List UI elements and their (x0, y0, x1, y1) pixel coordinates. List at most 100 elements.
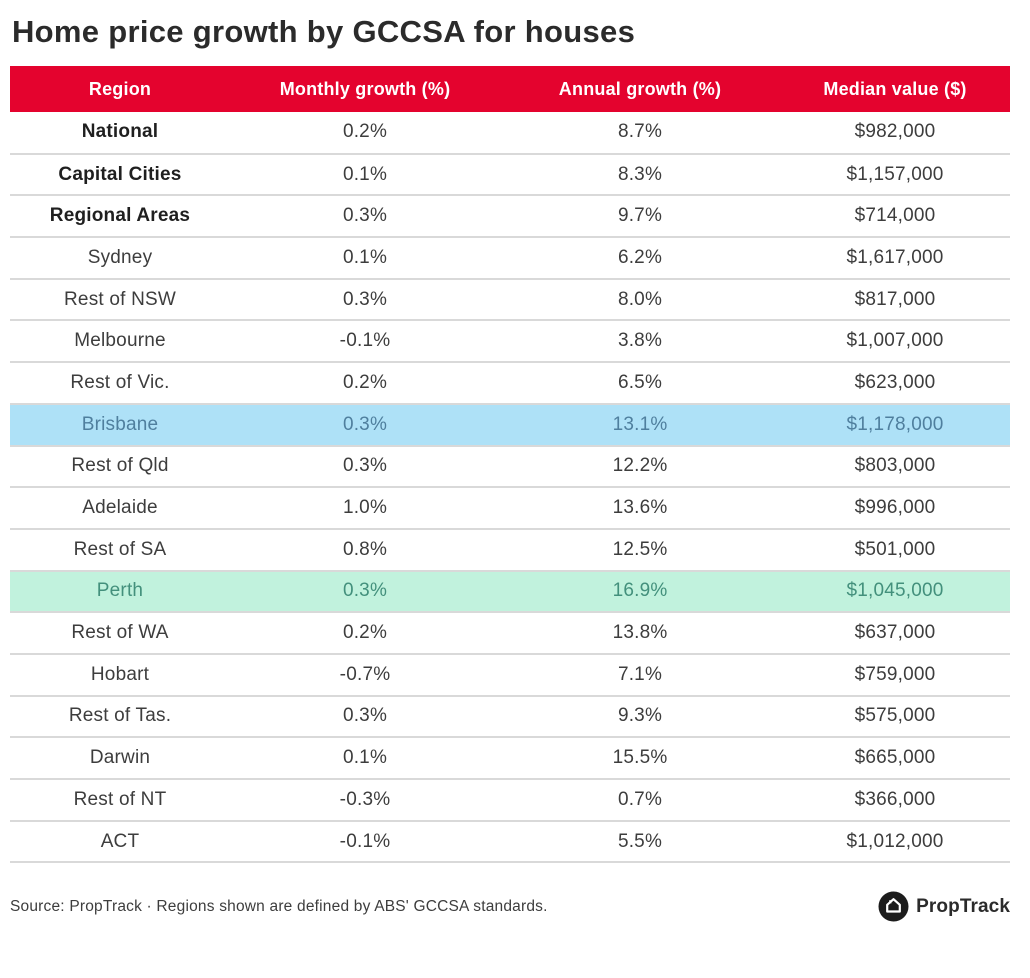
cell-region: Perth (10, 570, 230, 614)
cell-median: $623,000 (780, 362, 1010, 405)
cell-median: $996,000 (780, 487, 1010, 530)
cell-median: $803,000 (780, 445, 1010, 489)
cell-region: Melbourne (10, 320, 230, 364)
proptrack-logo: PropTrack (878, 891, 1010, 922)
house-icon (878, 891, 909, 922)
cell-region: Rest of NT (10, 779, 230, 822)
cell-annual: 16.9% (500, 570, 780, 614)
table-row-regional-areas: Regional Areas 0.3% 9.7% $714,000 (10, 195, 1010, 239)
cell-median: $1,012,000 (780, 820, 1010, 864)
cell-median: $1,178,000 (780, 403, 1010, 447)
cell-median: $982,000 (780, 112, 1010, 155)
cell-annual: 13.8% (500, 612, 780, 655)
table-row-rest-of-vic: Rest of Vic. 0.2% 6.5% $623,000 (10, 362, 1010, 405)
table-row-hobart: Hobart -0.7% 7.1% $759,000 (10, 653, 1010, 697)
cell-annual: 7.1% (500, 653, 780, 697)
cell-region: Adelaide (10, 487, 230, 530)
table-row-adelaide: Adelaide 1.0% 13.6% $996,000 (10, 487, 1010, 530)
cell-median: $665,000 (780, 737, 1010, 780)
cell-annual: 12.2% (500, 445, 780, 489)
cell-monthly: -0.1% (230, 320, 500, 364)
cell-annual: 8.0% (500, 278, 780, 322)
cell-region: Rest of WA (10, 612, 230, 655)
source-note: Source: PropTrack · Regions shown are de… (10, 897, 548, 915)
cell-monthly: 0.2% (230, 362, 500, 405)
cell-annual: 8.7% (500, 112, 780, 155)
cell-annual: 12.5% (500, 528, 780, 572)
page-title: Home price growth by GCCSA for houses (12, 14, 636, 49)
cell-annual: 5.5% (500, 820, 780, 864)
cell-annual: 8.3% (500, 153, 780, 197)
table-row-capital-cities: Capital Cities 0.1% 8.3% $1,157,000 (10, 153, 1010, 197)
cell-region: Rest of Vic. (10, 362, 230, 405)
cell-monthly: 0.1% (230, 237, 500, 280)
cell-region: Rest of Tas. (10, 695, 230, 739)
cell-monthly: 0.2% (230, 112, 500, 155)
table-row-national: National 0.2% 8.7% $982,000 (10, 112, 1010, 155)
cell-region: Regional Areas (10, 195, 230, 239)
table-row-rest-of-wa: Rest of WA 0.2% 13.8% $637,000 (10, 612, 1010, 655)
cell-monthly: 0.2% (230, 612, 500, 655)
table-row-rest-of-sa: Rest of SA 0.8% 12.5% $501,000 (10, 528, 1010, 572)
col-header-median: Median value ($) (780, 66, 1010, 112)
cell-monthly: 0.3% (230, 195, 500, 239)
col-header-monthly: Monthly growth (%) (230, 66, 500, 112)
table-row-melbourne: Melbourne -0.1% 3.8% $1,007,000 (10, 320, 1010, 364)
cell-annual: 9.7% (500, 195, 780, 239)
cell-region: National (10, 112, 230, 155)
cell-median: $759,000 (780, 653, 1010, 697)
cell-region: ACT (10, 820, 230, 864)
table-row-perth: Perth 0.3% 16.9% $1,045,000 (10, 570, 1010, 614)
table-body: National 0.2% 8.7% $982,000 Capital Cities 0.… (10, 112, 1010, 864)
cell-annual: 6.5% (500, 362, 780, 405)
footer: Source: PropTrack · Regions shown are de… (10, 891, 1010, 922)
cell-region: Rest of SA (10, 528, 230, 572)
cell-monthly: 0.3% (230, 445, 500, 489)
cell-region: Capital Cities (10, 153, 230, 197)
cell-region: Rest of Qld (10, 445, 230, 489)
proptrack-logo-text: PropTrack (916, 895, 1010, 917)
cell-monthly: 0.1% (230, 737, 500, 780)
cell-monthly: 0.1% (230, 153, 500, 197)
cell-median: $1,045,000 (780, 570, 1010, 614)
cell-annual: 6.2% (500, 237, 780, 280)
infographic: Home price growth by GCCSA for houses Re… (10, 14, 1010, 922)
price-table: Region Monthly growth (%) Annual growth … (10, 66, 1010, 864)
table-row-rest-of-nt: Rest of NT -0.3% 0.7% $366,000 (10, 779, 1010, 822)
cell-annual: 13.1% (500, 403, 780, 447)
table-row-brisbane: Brisbane 0.3% 13.1% $1,178,000 (10, 403, 1010, 447)
col-header-annual: Annual growth (%) (500, 66, 780, 112)
cell-monthly: -0.7% (230, 653, 500, 697)
cell-median: $366,000 (780, 779, 1010, 822)
cell-median: $1,157,000 (780, 153, 1010, 197)
table-row-rest-of-nsw: Rest of NSW 0.3% 8.0% $817,000 (10, 278, 1010, 322)
cell-median: $714,000 (780, 195, 1010, 239)
col-header-region: Region (10, 66, 230, 112)
cell-monthly: 0.3% (230, 570, 500, 614)
cell-median: $1,617,000 (780, 237, 1010, 280)
cell-region: Hobart (10, 653, 230, 697)
cell-monthly: -0.3% (230, 779, 500, 822)
cell-annual: 9.3% (500, 695, 780, 739)
cell-monthly: 0.3% (230, 278, 500, 322)
table-row-sydney: Sydney 0.1% 6.2% $1,617,000 (10, 237, 1010, 280)
cell-monthly: -0.1% (230, 820, 500, 864)
cell-median: $501,000 (780, 528, 1010, 572)
cell-median: $1,007,000 (780, 320, 1010, 364)
cell-annual: 0.7% (500, 779, 780, 822)
cell-median: $817,000 (780, 278, 1010, 322)
cell-monthly: 0.3% (230, 695, 500, 739)
cell-annual: 3.8% (500, 320, 780, 364)
cell-region: Rest of NSW (10, 278, 230, 322)
cell-annual: 15.5% (500, 737, 780, 780)
cell-region: Darwin (10, 737, 230, 780)
cell-median: $637,000 (780, 612, 1010, 655)
cell-monthly: 1.0% (230, 487, 500, 530)
cell-monthly: 0.3% (230, 403, 500, 447)
cell-monthly: 0.8% (230, 528, 500, 572)
cell-region: Brisbane (10, 403, 230, 447)
cell-annual: 13.6% (500, 487, 780, 530)
table-header-row: Region Monthly growth (%) Annual growth … (10, 66, 1010, 112)
table-row-rest-of-qld: Rest of Qld 0.3% 12.2% $803,000 (10, 445, 1010, 489)
table-row-darwin: Darwin 0.1% 15.5% $665,000 (10, 737, 1010, 780)
